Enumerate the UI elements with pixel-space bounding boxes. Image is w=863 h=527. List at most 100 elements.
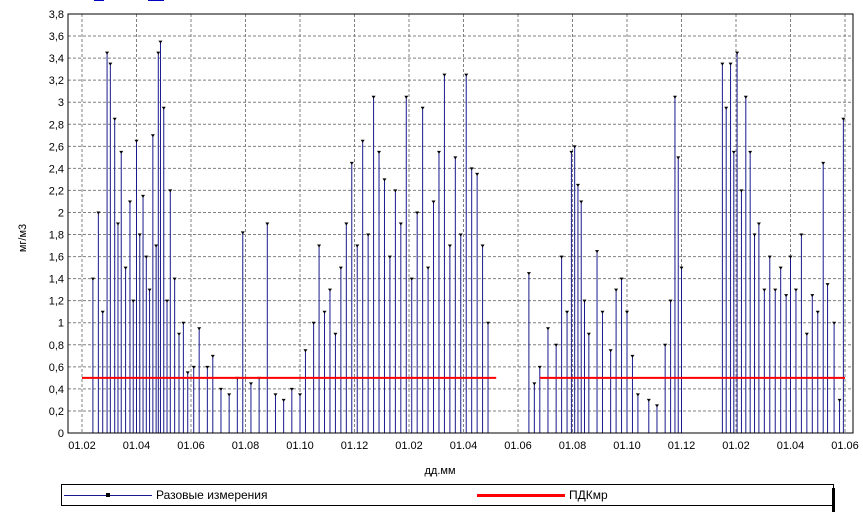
- legend-item-measurements: Разовые измерения: [64, 487, 268, 503]
- measurement-marker: [90, 277, 95, 281]
- legend-swatch-limit: [477, 493, 565, 497]
- measurement-marker: [172, 277, 177, 281]
- measurement-marker: [123, 266, 128, 270]
- measurement-marker: [377, 150, 382, 154]
- measurement-marker: [393, 189, 398, 193]
- measurement-marker: [409, 277, 414, 281]
- y-tick-label: 0,4: [49, 384, 64, 396]
- measurement-marker: [720, 62, 725, 66]
- measurement-marker: [360, 139, 365, 143]
- measurement-marker: [635, 393, 640, 397]
- measurement-marker: [559, 255, 564, 259]
- y-tick-label: 3,2: [49, 75, 64, 87]
- measurement-marker: [137, 233, 142, 237]
- measurement-marker: [565, 310, 570, 314]
- measurement-marker: [784, 294, 789, 298]
- measurement-marker: [608, 349, 613, 353]
- y-tick-label: 2,2: [49, 185, 64, 197]
- measurement-marker: [387, 255, 392, 259]
- series-bars: [90, 40, 846, 433]
- measurement-marker: [767, 255, 772, 259]
- measurement-marker: [572, 145, 577, 149]
- y-tick-label: 0,8: [49, 340, 64, 352]
- y-tick-labels: 0 0,2 0,4 0,6 0,8 1 1,2 1,4 1,6 1,8 2 2,2 2,4 2,6 2,8 3…: [49, 9, 64, 440]
- measurement-marker: [218, 387, 223, 391]
- measurement-marker: [832, 321, 837, 325]
- measurement-marker: [676, 156, 681, 160]
- measurement-marker: [788, 255, 793, 259]
- measurement-marker: [317, 244, 322, 248]
- x-axis-title: дд.мм: [424, 465, 455, 477]
- measurement-marker: [735, 51, 740, 55]
- chart-title-fragment: [94, 0, 179, 8]
- measurement-marker: [646, 398, 651, 402]
- measurement-marker: [156, 51, 161, 55]
- measurement-marker: [672, 95, 677, 99]
- measurement-marker: [355, 244, 360, 248]
- legend-label-measurements: Разовые измерения: [156, 488, 268, 502]
- x-tick-label: 01.10: [286, 440, 314, 452]
- measurement-marker: [815, 310, 820, 314]
- measurement-marker: [165, 299, 170, 303]
- measurement-marker: [398, 222, 403, 226]
- legend-item-limit: ПДКмр: [477, 487, 608, 503]
- measurement-marker: [837, 398, 842, 402]
- measurement-marker: [322, 310, 327, 314]
- title-dash-1: [94, 0, 104, 1]
- x-tick-label: 01.04: [777, 440, 805, 452]
- measurement-marker: [825, 283, 830, 287]
- measurement-marker: [127, 200, 132, 204]
- measurement-marker: [371, 95, 376, 99]
- measurement-marker: [762, 288, 767, 292]
- y-tick-label: 3,6: [49, 31, 64, 43]
- x-tick-label: 01.12: [341, 440, 369, 452]
- measurement-marker: [338, 266, 343, 270]
- measurement-marker: [289, 387, 294, 391]
- measurement-marker: [240, 231, 245, 235]
- measurement-marker: [663, 343, 668, 347]
- measurement-marker: [575, 183, 580, 187]
- measurement-marker: [756, 222, 761, 226]
- measurement-marker: [168, 189, 173, 193]
- x-tick-label: 01.08: [559, 440, 587, 452]
- measurement-marker: [436, 150, 441, 154]
- measurement-marker: [112, 117, 117, 121]
- measurement-marker: [150, 134, 155, 138]
- y-tick-label: 1,2: [49, 296, 64, 308]
- measurement-marker: [778, 266, 783, 270]
- measurement-marker: [177, 332, 182, 336]
- y-tick-label: 1,8: [49, 230, 64, 242]
- measurement-marker: [569, 150, 574, 154]
- measurement-marker: [537, 365, 542, 369]
- measurement-marker: [382, 178, 387, 182]
- measurement-marker: [100, 310, 105, 314]
- measurement-marker: [161, 106, 166, 110]
- y-tick-label: 2,8: [49, 119, 64, 131]
- measurement-marker: [668, 299, 673, 303]
- measurement-marker: [773, 288, 778, 292]
- measurement-marker: [679, 266, 684, 270]
- y-tick-label: 0,6: [49, 362, 64, 374]
- measurement-marker: [344, 222, 349, 226]
- y-tick-label: 1,4: [49, 274, 64, 286]
- measurement-marker: [191, 365, 196, 369]
- y-axis-title: мг/м3: [17, 224, 29, 252]
- measurement-marker: [526, 272, 531, 276]
- y-tick-label: 0,2: [49, 406, 64, 418]
- measurement-marker: [303, 349, 308, 353]
- measurement-marker: [475, 172, 480, 176]
- measurement-marker: [185, 371, 190, 375]
- y-tick-label: 3,8: [49, 9, 64, 21]
- measurement-marker: [404, 95, 409, 99]
- measurement-marker: [554, 343, 559, 347]
- title-dash-2: [148, 0, 164, 1]
- measurement-marker: [579, 200, 584, 204]
- measurement-marker: [586, 332, 591, 336]
- legend: Разовые измерения ПДКмр: [61, 484, 834, 506]
- measurement-marker: [743, 95, 748, 99]
- measurement-marker: [96, 211, 101, 215]
- measurement-marker: [426, 266, 431, 270]
- y-tick-label: 1: [58, 318, 64, 330]
- measurement-marker: [105, 51, 110, 55]
- measurement-marker: [453, 156, 458, 160]
